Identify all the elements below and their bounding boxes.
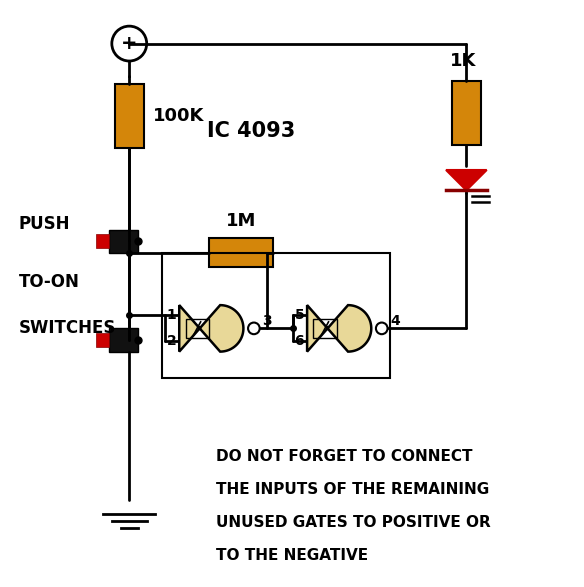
FancyBboxPatch shape	[114, 85, 144, 148]
Text: 5: 5	[294, 308, 304, 322]
Text: IC 4093: IC 4093	[207, 121, 296, 141]
Text: 3: 3	[263, 315, 272, 328]
Text: THE INPUTS OF THE REMAINING: THE INPUTS OF THE REMAINING	[217, 482, 490, 497]
Text: 1K: 1K	[450, 52, 477, 70]
FancyBboxPatch shape	[109, 230, 138, 253]
Text: DO NOT FORGET TO CONNECT: DO NOT FORGET TO CONNECT	[217, 448, 473, 464]
Text: 2: 2	[166, 335, 176, 349]
FancyBboxPatch shape	[96, 333, 109, 348]
Text: PUSH: PUSH	[19, 215, 70, 233]
FancyBboxPatch shape	[452, 82, 481, 146]
Text: 1M: 1M	[226, 211, 256, 230]
Polygon shape	[307, 305, 371, 352]
FancyBboxPatch shape	[96, 234, 109, 248]
Text: UNUSED GATES TO POSITIVE OR: UNUSED GATES TO POSITIVE OR	[217, 515, 491, 530]
Text: 4: 4	[391, 315, 400, 328]
Text: 1: 1	[166, 308, 176, 322]
FancyBboxPatch shape	[209, 238, 273, 267]
Text: TO THE NEGATIVE: TO THE NEGATIVE	[217, 548, 369, 563]
Polygon shape	[446, 170, 486, 190]
Polygon shape	[179, 305, 244, 352]
Text: TO-ON: TO-ON	[19, 273, 79, 291]
Text: +: +	[121, 34, 137, 53]
Text: 6: 6	[294, 335, 304, 349]
Text: SWITCHES: SWITCHES	[19, 319, 116, 338]
FancyBboxPatch shape	[109, 328, 138, 352]
Text: 100K: 100K	[152, 107, 204, 125]
